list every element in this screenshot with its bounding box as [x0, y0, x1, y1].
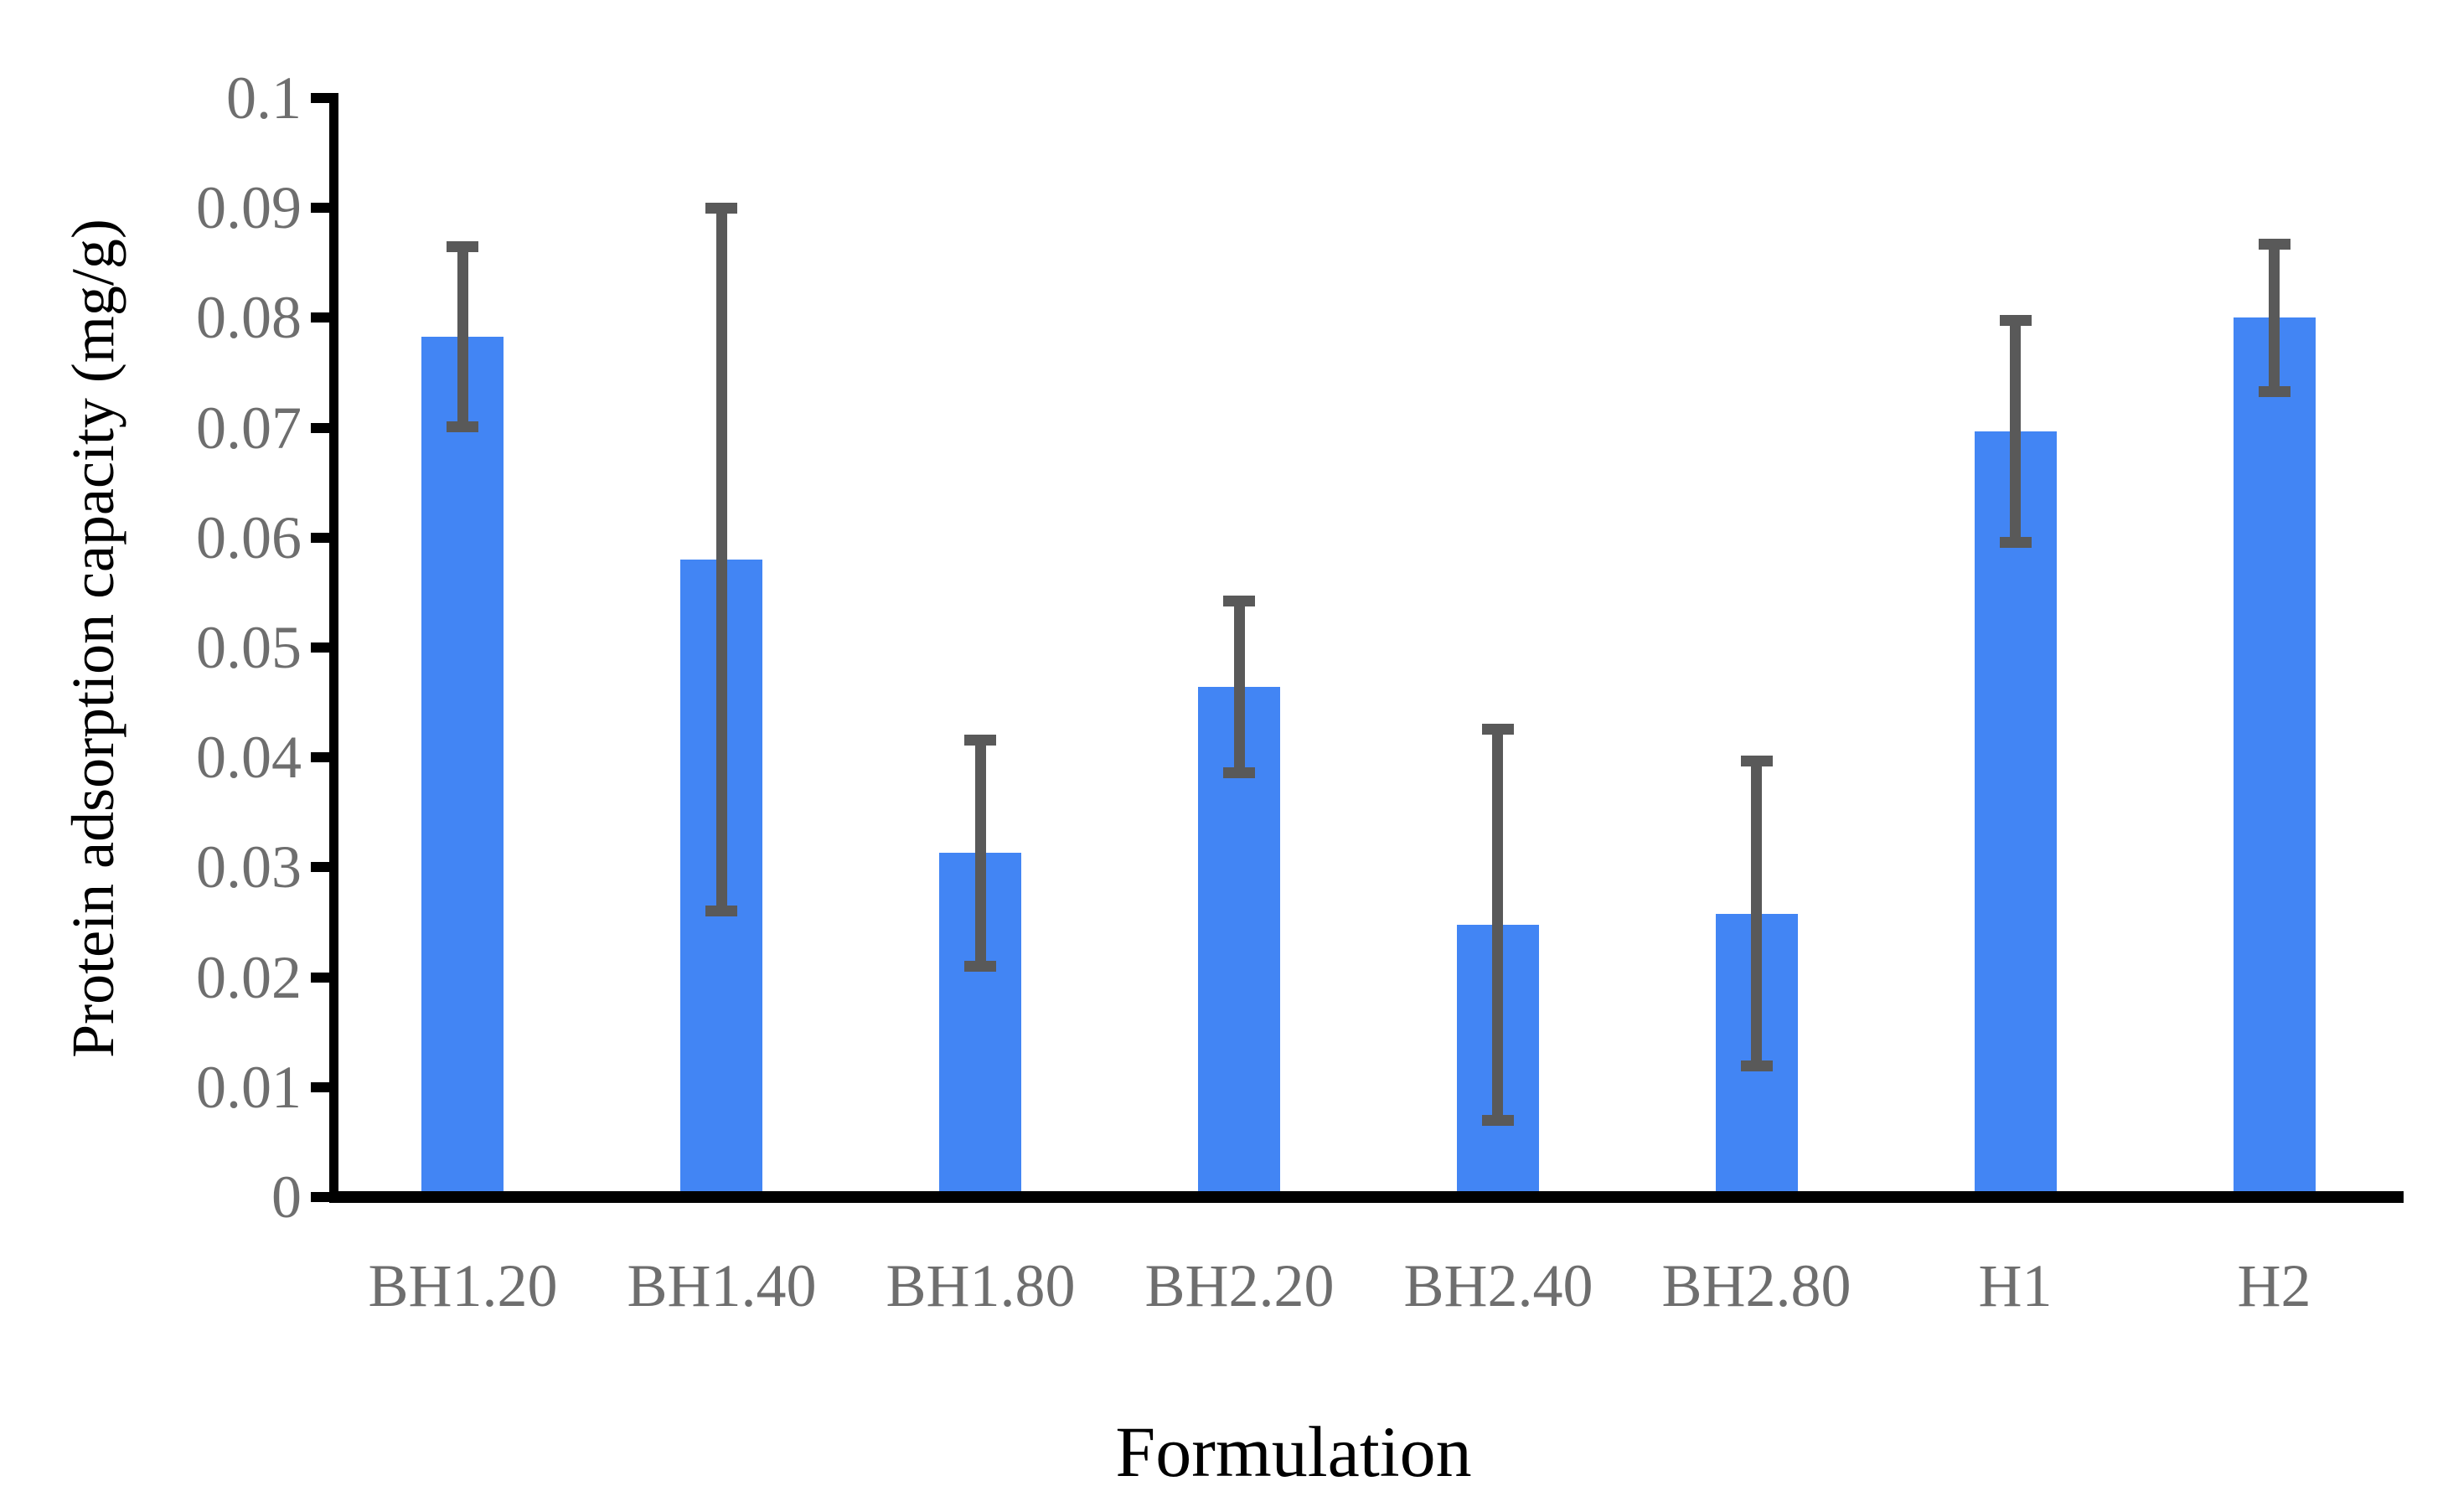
y-tick [311, 973, 330, 983]
category-label: H2 [2237, 1252, 2311, 1319]
y-tick-label: 0.1 [226, 65, 302, 132]
error-bar-cap-bottom [964, 961, 996, 972]
y-tick [311, 93, 330, 103]
x-axis-line [329, 1191, 2404, 1203]
y-tick [311, 312, 330, 323]
error-bar-cap-top [964, 735, 996, 746]
error-bar-cap-top [2259, 239, 2290, 250]
category-label: BH2.20 [1144, 1252, 1335, 1319]
error-bar-cap-bottom [1482, 1115, 1514, 1126]
error-bar-line [1751, 761, 1762, 1066]
error-bar-cap-bottom [1223, 767, 1255, 778]
y-tick-label: 0.08 [196, 284, 302, 351]
error-bar-line [975, 740, 986, 966]
y-tick-label: 0.07 [196, 395, 302, 462]
error-bar-cap-top [447, 241, 478, 252]
y-tick [311, 1082, 330, 1092]
error-bar-cap-top [705, 203, 737, 214]
y-tick [311, 752, 330, 762]
y-tick [311, 533, 330, 543]
y-tick [311, 642, 330, 653]
error-bar-cap-top [1223, 596, 1255, 606]
y-tick-label: 0.02 [196, 944, 302, 1011]
category-label: BH2.80 [1661, 1252, 1851, 1319]
bar [1975, 431, 2057, 1191]
error-bar-line [2010, 320, 2021, 542]
y-tick [311, 1192, 330, 1202]
y-axis-title: Protein adsorption capacity (mg/g) [59, 219, 127, 1058]
y-tick-label: 0.09 [196, 174, 302, 241]
x-axis-title: Formulation [1115, 1411, 1472, 1492]
error-bar-cap-bottom [2000, 537, 2032, 548]
bar [2234, 317, 2316, 1191]
y-tick-label: 0.04 [196, 724, 302, 791]
y-tick [311, 423, 330, 433]
error-bar-line [1234, 601, 1245, 773]
category-label: BH2.40 [1403, 1252, 1593, 1319]
y-tick [311, 203, 330, 213]
y-tick-label: 0.06 [196, 504, 302, 571]
category-label: BH1.80 [886, 1252, 1076, 1319]
bar [421, 337, 504, 1191]
error-bar-cap-bottom [705, 906, 737, 916]
error-bar-cap-top [1741, 756, 1773, 766]
category-label: BH1.20 [368, 1252, 558, 1319]
y-axis-line [329, 93, 338, 1203]
y-tick-label: 0.01 [196, 1054, 302, 1121]
error-bar-cap-bottom [2259, 386, 2290, 397]
category-label: BH1.40 [627, 1252, 817, 1319]
y-tick [311, 862, 330, 872]
y-tick-label: 0.05 [196, 614, 302, 681]
error-bar-line [457, 246, 468, 426]
y-tick-label: 0 [271, 1164, 302, 1231]
error-bar-line [1492, 729, 1503, 1120]
category-label: H1 [1978, 1252, 2053, 1319]
error-bar-cap-top [1482, 724, 1514, 735]
error-bar-line [716, 208, 727, 911]
error-bar-line [2269, 244, 2280, 391]
y-tick-label: 0.03 [196, 833, 302, 900]
error-bar-cap-top [2000, 315, 2032, 326]
error-bar-cap-bottom [1741, 1060, 1773, 1071]
error-bar-cap-bottom [447, 421, 478, 432]
